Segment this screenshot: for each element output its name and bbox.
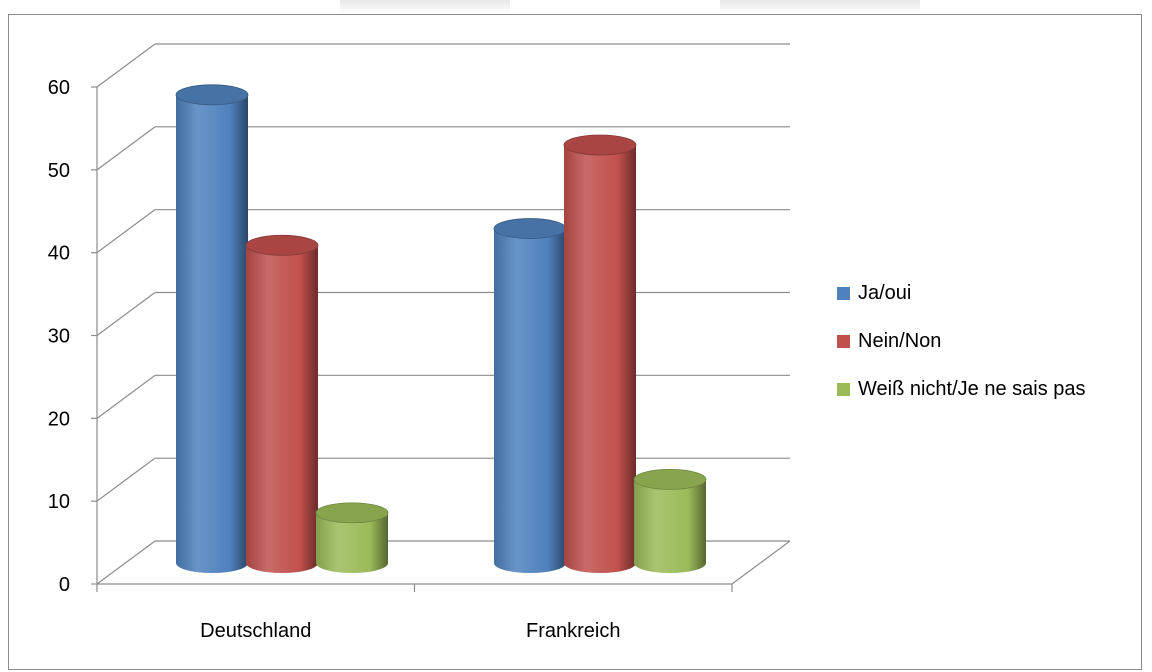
bar-body <box>176 94 248 573</box>
bar-top <box>633 468 707 490</box>
bar-body <box>316 512 388 573</box>
y-tick-label: 0 <box>59 574 70 596</box>
y-tick-label: 40 <box>48 243 70 265</box>
bar-Nein/Non-Deutschland <box>245 234 319 573</box>
gridline-diagonal <box>96 457 156 502</box>
bar-top <box>175 84 249 106</box>
x-axis: Deutschland Frankreich <box>200 620 620 642</box>
legend-item: Weiß nicht/Je ne sais pas <box>837 378 1086 400</box>
bar-body <box>634 479 706 573</box>
gridline-diagonal <box>96 43 156 88</box>
y-tick-label: 30 <box>48 326 70 348</box>
gridline-diagonal <box>96 209 156 254</box>
legend-swatch <box>837 287 850 300</box>
legend-swatch <box>837 383 850 396</box>
bar-Ja/oui-Frankreich <box>493 218 567 574</box>
bar-top <box>563 134 637 156</box>
legend-label: Ja/oui <box>858 282 911 304</box>
bar-top <box>315 502 389 524</box>
bar-body <box>564 144 636 573</box>
y-tick-label: 50 <box>48 160 70 182</box>
bar-body <box>494 228 566 574</box>
top-shade <box>340 0 510 14</box>
y-tick-label: 10 <box>48 491 70 513</box>
y-axis: 0 10 20 30 40 50 60 <box>48 77 70 596</box>
legend-label: Weiß nicht/Je ne sais pas <box>858 378 1086 400</box>
legend-item: Ja/oui <box>837 282 911 304</box>
bar-body <box>246 245 318 573</box>
legend-item: Nein/Non <box>837 330 941 352</box>
bar-Nein/Non-Frankreich <box>563 134 637 573</box>
y-tick-label: 60 <box>48 77 70 99</box>
bar-Ja/oui-Deutschland <box>175 84 249 573</box>
bar-Weiß nicht/Je ne sais pas-Deutschland <box>315 502 389 573</box>
y-tick-label: 20 <box>48 408 70 430</box>
legend: Ja/oui Nein/Non Weiß nicht/Je ne sais pas <box>837 282 1086 400</box>
gridline-diagonal <box>96 126 156 171</box>
gridline-diagonal <box>96 292 156 336</box>
bar-Weiß nicht/Je ne sais pas-Frankreich <box>633 468 707 573</box>
x-tick-label: Deutschland <box>200 620 311 642</box>
bar-top <box>245 234 319 256</box>
legend-label: Nein/Non <box>858 330 941 352</box>
bars <box>175 84 707 574</box>
legend-swatch <box>837 335 850 348</box>
gridline-diagonal <box>96 540 156 585</box>
top-shade <box>720 0 920 14</box>
bar-top <box>493 218 567 239</box>
gridline-diagonal <box>96 374 156 419</box>
x-tick-label: Frankreich <box>526 620 620 642</box>
